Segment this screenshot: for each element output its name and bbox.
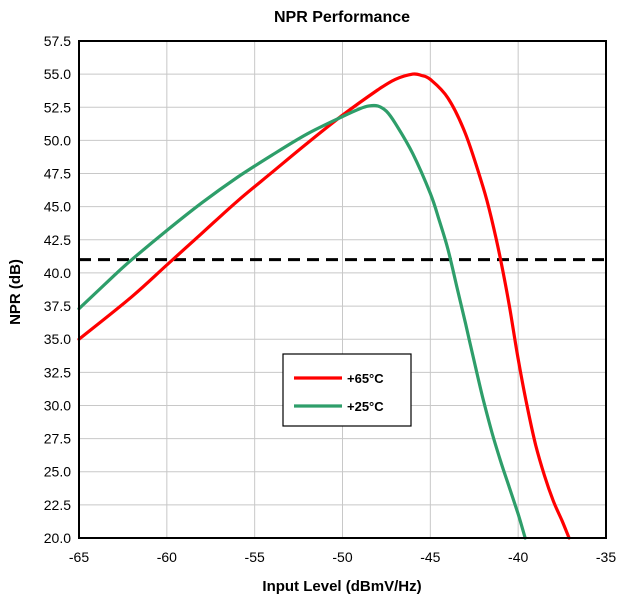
- x-tick-label: -45: [420, 549, 440, 565]
- series-layer: [77, 72, 571, 540]
- legend-label: +25°C: [347, 399, 384, 414]
- legend: +65°C +25°C: [282, 353, 412, 427]
- y-tick-label: 45.0: [44, 199, 71, 215]
- y-tick-label: 30.0: [44, 397, 71, 413]
- x-tick-label: -50: [332, 549, 352, 565]
- x-tick-label: -35: [596, 549, 616, 565]
- x-tick-label: -55: [245, 549, 265, 565]
- y-tick-label: 37.5: [44, 298, 71, 314]
- y-tick-label: 52.5: [44, 99, 71, 115]
- y-tick-label: 27.5: [44, 431, 71, 447]
- y-tick-label: 57.5: [44, 33, 71, 49]
- x-axis-title: Input Level (dBmV/Hz): [262, 578, 421, 595]
- x-tick-label: -65: [69, 549, 89, 565]
- legend-box: [282, 353, 412, 427]
- y-tick-label: 20.0: [44, 530, 71, 546]
- chart-title: NPR Performance: [274, 9, 410, 26]
- y-tick-label: 25.0: [44, 464, 71, 480]
- y-tick-label: 40.0: [44, 265, 71, 281]
- y-tick-label: 42.5: [44, 232, 71, 248]
- y-axis-title: NPR (dB): [7, 259, 24, 325]
- series-line-plus65c: [77, 72, 571, 540]
- x-tick-label: -60: [157, 549, 177, 565]
- x-axis-ticks: -65 -60 -55 -50 -45 -40 -35: [69, 549, 616, 565]
- y-tick-label: 32.5: [44, 364, 71, 380]
- y-tick-label: 47.5: [44, 166, 71, 182]
- y-tick-label: 35.0: [44, 331, 71, 347]
- y-tick-label: 22.5: [44, 497, 71, 513]
- y-axis-ticks: 20.0 22.5 25.0 27.5 30.0 32.5 35.0 37.5 40.0 42.5…: [44, 33, 71, 546]
- series-line-plus25c: [77, 103, 527, 540]
- y-tick-label: 50.0: [44, 132, 71, 148]
- legend-label: +65°C: [347, 371, 384, 386]
- y-tick-label: 55.0: [44, 66, 71, 82]
- plot-frame: [78, 40, 607, 539]
- x-tick-label: -40: [508, 549, 528, 565]
